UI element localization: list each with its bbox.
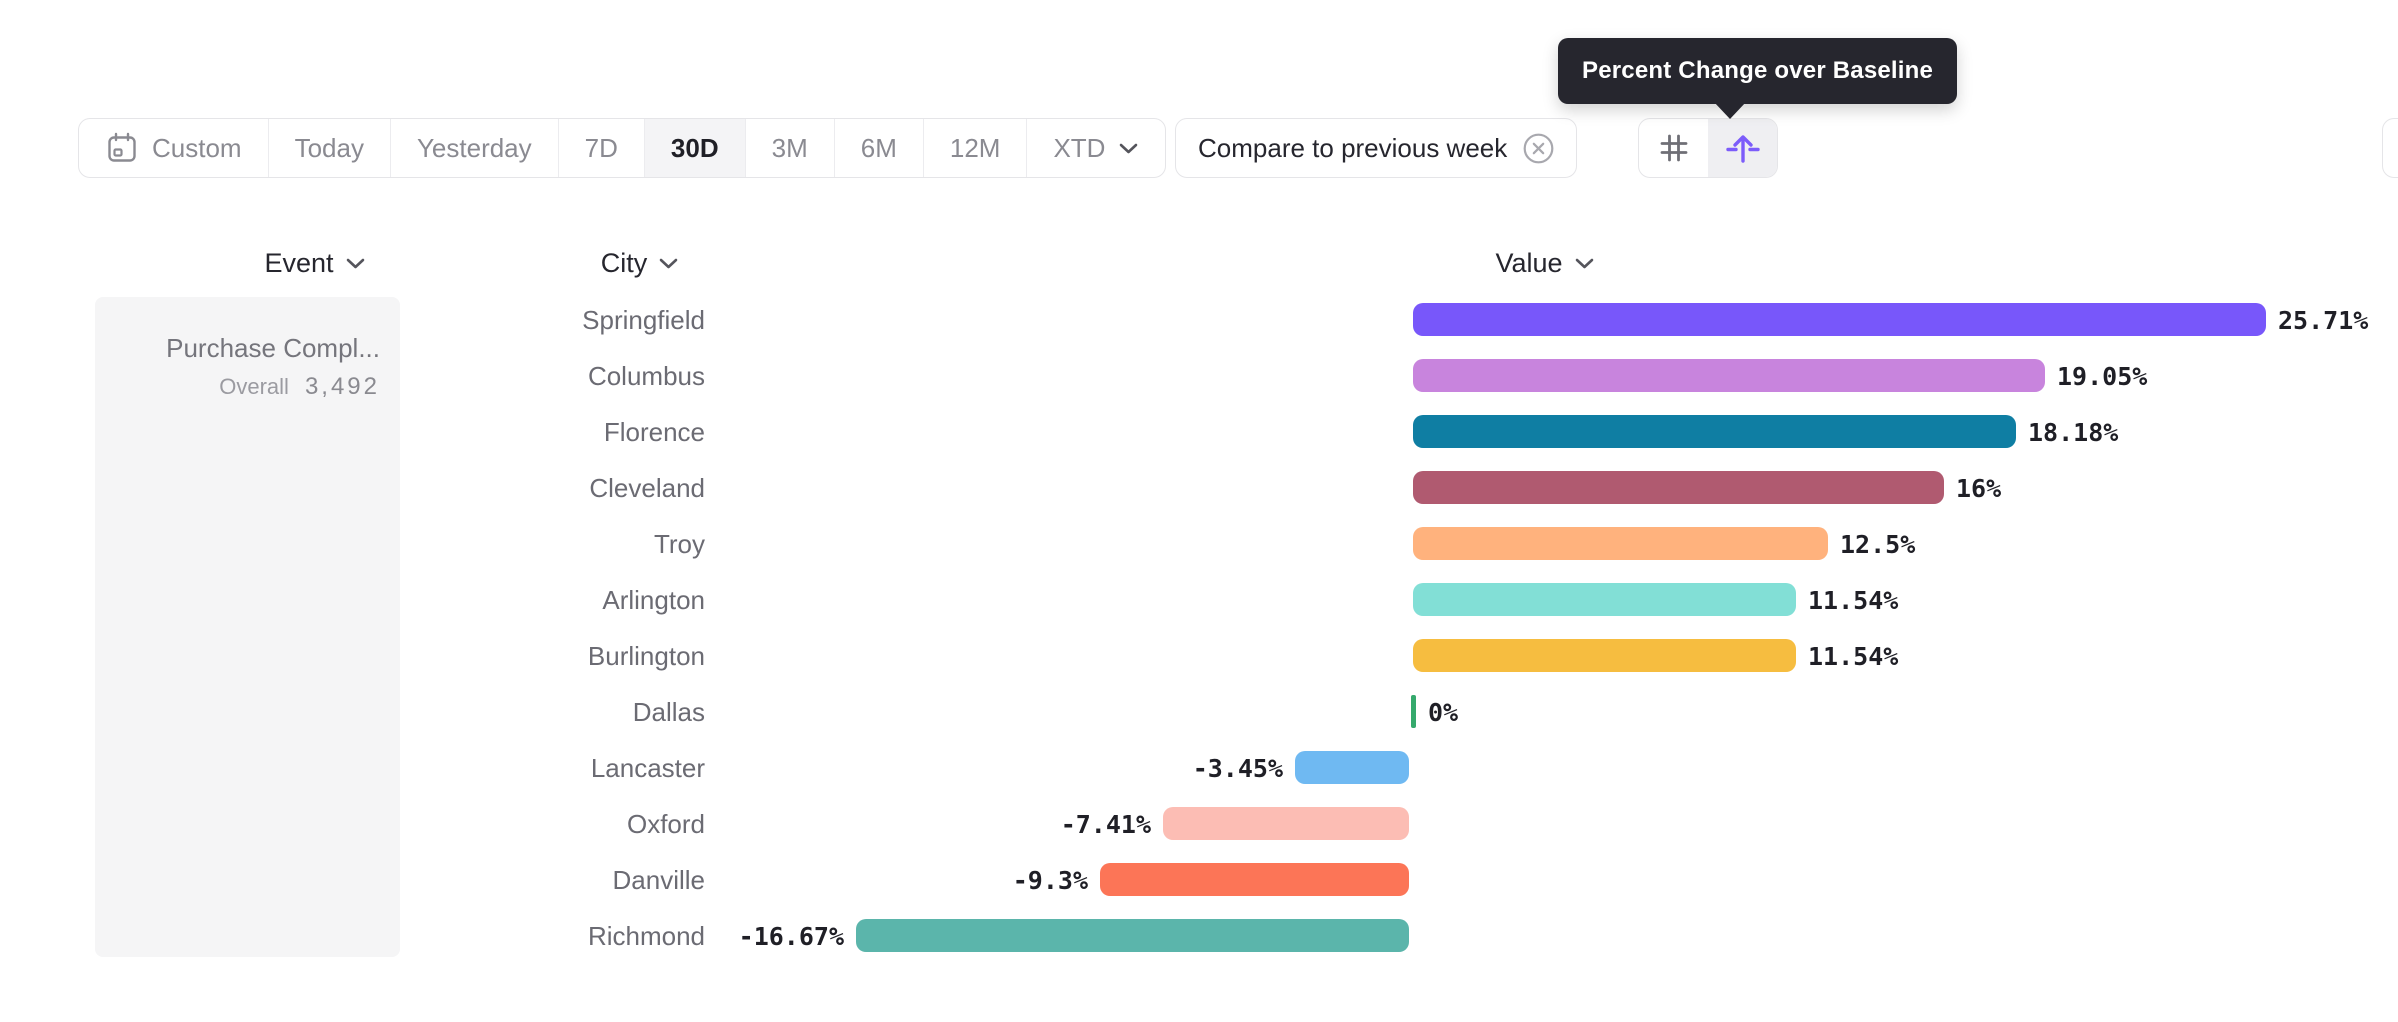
date-range-30d[interactable]: 30D: [644, 119, 746, 177]
bar-oxford[interactable]: [1163, 807, 1409, 840]
bar-florence[interactable]: [1413, 415, 2016, 448]
bar-arlington[interactable]: [1413, 583, 1796, 616]
bar-columbus[interactable]: [1413, 359, 2045, 392]
date-range-custom[interactable]: Custom: [79, 119, 269, 177]
bar-troy[interactable]: [1413, 527, 1828, 560]
bar-dallas[interactable]: [1411, 695, 1416, 728]
value-label: -16.67%: [738, 921, 844, 951]
date-range-label: 30D: [670, 132, 719, 163]
date-range-3m[interactable]: 3M: [746, 119, 835, 177]
chart-row-dallas: Dallas 0%: [0, 684, 2398, 740]
value-label: 16%: [1956, 473, 2002, 503]
partial-button-right-edge[interactable]: [2382, 118, 2398, 178]
overall-label: Overall: [219, 374, 289, 399]
bar-richmond[interactable]: [856, 919, 1409, 952]
chart-row-oxford: Oxford -7.41%: [0, 796, 2398, 852]
calendar-icon: [108, 132, 136, 162]
city-label: Dallas: [632, 696, 705, 727]
tooltip-arrow: [1714, 102, 1746, 119]
value-label: 0%: [1428, 697, 1459, 727]
event-card-title: Purchase Compl...: [166, 333, 380, 363]
compare-chip-label: Compare to previous week: [1198, 132, 1508, 163]
city-label: Burlington: [587, 640, 705, 671]
city-label: Oxford: [626, 808, 705, 839]
chart-row-richmond: Richmond -16.67%: [0, 908, 2398, 964]
value-label: -7.41%: [1060, 809, 1151, 839]
compare-chip[interactable]: Compare to previous week: [1175, 118, 1578, 178]
chart-row-burlington: Burlington 11.54%: [0, 628, 2398, 684]
bar-danville[interactable]: [1100, 863, 1409, 896]
value-label: 25.71%: [2278, 305, 2369, 335]
chart-row-florence: Florence 18.18%: [0, 404, 2398, 460]
event-card[interactable]: Purchase Compl... Overall 3,492: [95, 297, 400, 957]
baseline-arrow-icon: [1725, 135, 1760, 163]
city-label: Florence: [603, 416, 705, 447]
hash-icon: [1660, 134, 1687, 162]
value-label: -9.3%: [1012, 865, 1088, 895]
chevron-down-icon: [659, 258, 678, 268]
toggle-percent-change-baseline[interactable]: [1708, 119, 1777, 177]
tooltip-text: Percent Change over Baseline: [1582, 57, 1934, 84]
column-header-value[interactable]: Value: [1435, 246, 1655, 280]
bar-cleveland[interactable]: [1413, 471, 1944, 504]
city-label: Lancaster: [590, 752, 705, 783]
city-label: Cleveland: [589, 472, 705, 503]
date-range-label: XTD: [1053, 132, 1106, 163]
city-label: Springfield: [582, 304, 705, 335]
bar-burlington[interactable]: [1413, 639, 1796, 672]
toggle-grid-values[interactable]: [1639, 119, 1708, 177]
date-range-label: Custom: [152, 132, 242, 163]
date-range-today[interactable]: Today: [269, 119, 391, 177]
chart-row-lancaster: Lancaster -3.45%: [0, 740, 2398, 796]
chart-row-danville: Danville -9.3%: [0, 852, 2398, 908]
overall-value: 3,492: [304, 373, 380, 400]
column-header-label: Event: [264, 247, 334, 278]
date-range-label: 3M: [771, 132, 808, 163]
value-label: 18.18%: [2028, 417, 2119, 447]
date-range-toolbar: Custom Today Yesterday 7D 30D 3M 6M 12M XTD: [78, 118, 1167, 178]
city-label: Arlington: [602, 584, 705, 615]
chart-row-arlington: Arlington 11.54%: [0, 572, 2398, 628]
city-label: Danville: [612, 864, 706, 895]
chevron-down-icon: [1120, 143, 1138, 153]
city-label: Richmond: [587, 920, 705, 951]
value-label: 11.54%: [1808, 641, 1899, 671]
date-range-6m[interactable]: 6M: [835, 119, 924, 177]
chart-row-cleveland: Cleveland 16%: [0, 460, 2398, 516]
value-label: 19.05%: [2057, 361, 2148, 391]
bar-springfield[interactable]: [1413, 303, 2266, 336]
date-range-label: 6M: [860, 132, 897, 163]
value-label: 11.54%: [1808, 585, 1899, 615]
chart-row-columbus: Columbus 19.05%: [0, 348, 2398, 404]
value-label: -3.45%: [1192, 753, 1283, 783]
date-range-label: 12M: [949, 132, 1001, 163]
event-card-overall: Overall 3,492: [219, 373, 380, 401]
chevron-down-icon: [346, 258, 364, 268]
chart-row-troy: Troy 12.5%: [0, 516, 2398, 572]
date-range-label: 7D: [584, 132, 618, 163]
chart-row-springfield: Springfield 25.71%: [0, 292, 2398, 348]
tooltip-percent-change-over-baseline: Percent Change over Baseline: [1558, 38, 1958, 104]
value-label: 12.5%: [1840, 529, 1916, 559]
column-header-label: Value: [1495, 247, 1563, 278]
bar-lancaster[interactable]: [1295, 751, 1409, 784]
date-range-12m[interactable]: 12M: [924, 119, 1028, 177]
date-range-yesterday[interactable]: Yesterday: [391, 119, 559, 177]
city-label: Columbus: [587, 360, 705, 391]
column-header-label: City: [600, 247, 648, 278]
chip-close-icon[interactable]: [1523, 133, 1554, 164]
date-range-label: Yesterday: [416, 132, 532, 163]
date-range-label: Today: [294, 132, 364, 163]
chart-view-toggle-group: [1638, 118, 1778, 178]
date-range-7d[interactable]: 7D: [559, 119, 645, 177]
column-header-event[interactable]: Event: [205, 246, 425, 280]
chevron-down-icon: [1575, 258, 1593, 268]
city-label: Troy: [653, 528, 705, 559]
column-header-city[interactable]: City: [530, 246, 750, 280]
date-range-xtd[interactable]: XTD: [1027, 119, 1165, 177]
